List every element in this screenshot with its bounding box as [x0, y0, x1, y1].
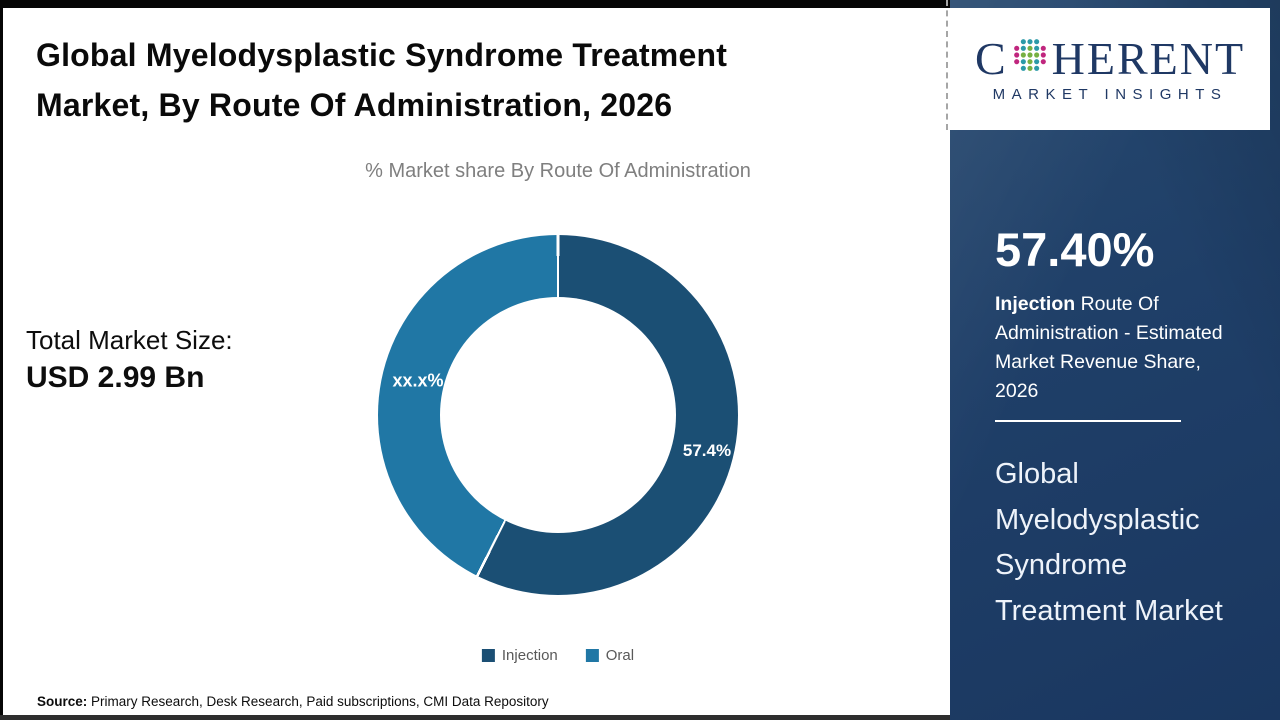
page-title-line2: Market, By Route Of Administration, 2026 [36, 87, 673, 123]
highlight-stat-value: 57.40% [995, 223, 1155, 276]
dotted-globe-icon [1011, 36, 1049, 82]
highlight-stat-category: Injection [995, 293, 1076, 315]
total-market-size: Total Market Size: USD 2.99 Bn [26, 322, 233, 398]
sidebar-divider [995, 420, 1181, 422]
highlight-stat-description: Injection Route Of Administration - Esti… [995, 290, 1223, 406]
legend-swatch-oral [585, 649, 599, 662]
legend-swatch-injection [481, 649, 495, 662]
source-line: Source: Primary Research, Desk Research,… [37, 694, 549, 709]
brand-logo: C HERENT MARKET INSIGHTS [950, 8, 1270, 130]
chart-legend: Injection Oral [481, 647, 635, 664]
source-text: Primary Research, Desk Research, Paid su… [87, 694, 549, 709]
legend-label-oral: Oral [605, 647, 635, 664]
source-label: Source: [37, 694, 88, 709]
page-title: Global Myelodysplastic Syndrome Treatmen… [36, 30, 896, 130]
sidebar-market-name: Global Myelodysplastic Syndrome Treatmen… [995, 458, 1223, 627]
total-market-size-value: USD 2.99 Bn [26, 361, 205, 394]
legend-item-oral: Oral [585, 647, 635, 664]
sidebar: C HERENT MARKET INSIGHTS 57.40% Injectio… [950, 0, 1280, 720]
frame-border-bottom [0, 715, 950, 720]
total-market-size-label: Total Market Size: [26, 325, 233, 355]
frame-border-left [0, 0, 3, 720]
donut-chart: 57.4% xx.x% [378, 235, 738, 595]
brand-letter-c: C [974, 32, 1008, 84]
legend-label-injection: Injection [501, 647, 558, 664]
slice-label-injection: 57.4% [682, 441, 732, 460]
donut-chart-area: 57.4% xx.x% Injection Oral [378, 235, 738, 695]
brand-tagline: MARKET INSIGHTS [992, 85, 1228, 103]
logo-dashed-separator [946, 0, 948, 130]
highlight-stat-text: Route Of Administration - Estimated Mark… [995, 293, 1223, 402]
frame-border-top [0, 0, 950, 8]
donut-hole [440, 297, 676, 533]
slice-label-oral: xx.x% [392, 370, 444, 391]
brand-wordmark: C HERENT [974, 32, 1246, 84]
chart-subtitle: % Market share By Route Of Administratio… [365, 160, 751, 182]
brand-letters-rest: HERENT [1051, 32, 1246, 84]
page-title-line1: Global Myelodysplastic Syndrome Treatmen… [36, 37, 728, 73]
legend-item-injection: Injection [481, 647, 558, 664]
